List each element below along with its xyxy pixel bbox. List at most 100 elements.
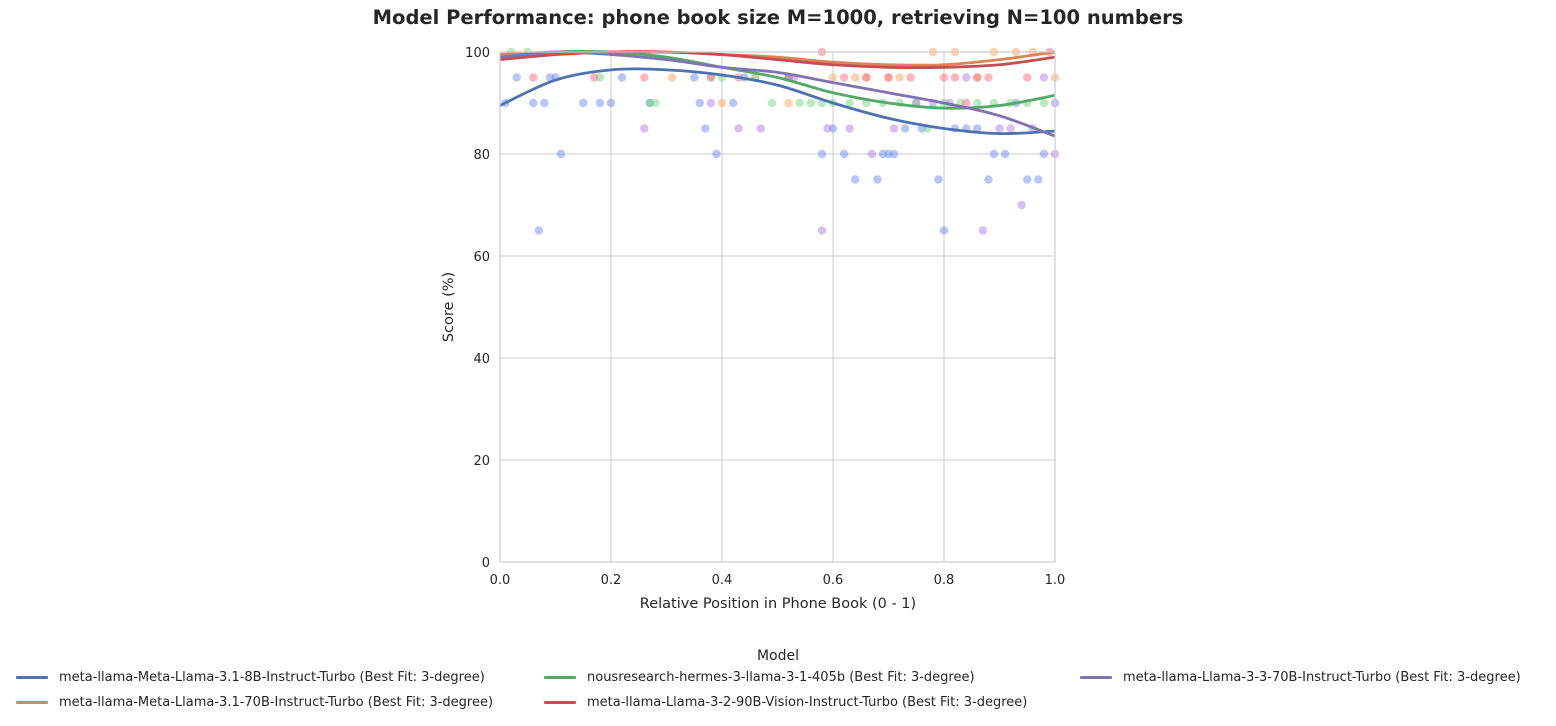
data-point [851, 73, 860, 82]
data-point [817, 226, 827, 235]
data-point [529, 73, 538, 82]
data-point [828, 73, 838, 82]
tick-labels: 0.0 0.2 0.4 0.6 0.8 1.0 0 20 40 60 80 100 [465, 46, 1065, 588]
data-point [939, 226, 949, 235]
data-point [1023, 175, 1032, 184]
data-point [1039, 73, 1049, 82]
fit-lines [500, 50, 1055, 138]
plot-frame [499, 51, 1056, 563]
data-point [1039, 149, 1049, 159]
data-point [667, 73, 677, 82]
data-point [756, 124, 766, 133]
data-point [845, 98, 854, 108]
data-point [695, 98, 704, 108]
legend-label: meta-llama-Llama-3-3-70B-Instruct-Turbo … [1123, 670, 1521, 685]
data-point [728, 98, 738, 108]
data-point [712, 149, 721, 159]
data-point [590, 73, 599, 82]
y-tick-label: 60 [473, 250, 490, 265]
data-point [512, 73, 521, 82]
data-point [640, 124, 649, 133]
data-point [939, 73, 949, 82]
y-tick-label: 0 [482, 556, 490, 571]
data-point [973, 124, 982, 133]
data-point [950, 73, 960, 82]
data-point [873, 175, 882, 184]
data-point [839, 73, 849, 82]
fit-line-1 [500, 67, 1055, 136]
x-tick-label: 0.2 [601, 573, 622, 588]
data-point [817, 149, 827, 159]
data-point [867, 149, 877, 159]
legend-label: meta-llama-Meta-Llama-3.1-8B-Instruct-Tu… [59, 670, 485, 685]
data-point [906, 73, 915, 82]
chart-title: Model Performance: phone book size M=100… [372, 6, 1184, 29]
data-point [1017, 200, 1026, 210]
data-point [984, 175, 993, 184]
data-point [651, 98, 660, 108]
y-tick-label: 100 [465, 46, 490, 61]
data-point [934, 175, 943, 184]
data-point [534, 226, 544, 235]
legend-swatch [544, 676, 576, 679]
data-point [962, 98, 971, 108]
legend: Model meta-llama-Meta-Llama-3.1-8B-Instr… [0, 648, 1556, 726]
data-point [984, 73, 993, 82]
x-axis-label: Relative Position in Phone Book (0 - 1) [640, 596, 916, 612]
x-tick-label: 0.8 [934, 573, 955, 588]
data-point [690, 73, 699, 82]
data-point [640, 73, 649, 82]
legend-label: meta-llama-Meta-Llama-3.1-70B-Instruct-T… [59, 695, 494, 710]
data-point [717, 98, 727, 108]
legend-item: meta-llama-Llama-3-3-70B-Instruct-Turbo … [1080, 670, 1521, 685]
data-point [845, 124, 854, 133]
data-point [978, 226, 988, 235]
data-point [962, 73, 971, 82]
data-point [989, 149, 999, 159]
data-point [973, 98, 982, 108]
data-point [1023, 73, 1032, 82]
data-point [784, 98, 793, 108]
data-point [706, 73, 716, 82]
data-point [884, 73, 893, 82]
data-point [540, 98, 549, 108]
data-point [973, 73, 982, 82]
legend-swatch [1080, 676, 1112, 679]
x-tick-label: 1.0 [1045, 573, 1066, 588]
data-point [823, 124, 832, 133]
legend-label: meta-llama-Llama-3-2-90B-Vision-Instruct… [587, 695, 1028, 710]
x-tick-label: 0.4 [712, 573, 733, 588]
x-tick-label: 0.0 [490, 573, 511, 588]
legend-item: meta-llama-Meta-Llama-3.1-70B-Instruct-T… [16, 695, 493, 710]
grid [499, 51, 1056, 563]
data-point [617, 73, 627, 82]
legend-item: nousresearch-hermes-3-llama-3-1-405b (Be… [544, 670, 975, 685]
data-point [701, 124, 710, 133]
legend-swatch [544, 701, 576, 704]
data-point [900, 124, 910, 133]
data-point [895, 73, 904, 82]
legend-swatch [16, 676, 48, 679]
data-point [889, 149, 899, 159]
data-point [1034, 175, 1043, 184]
data-point [606, 98, 616, 108]
scatter-plot: 0.0 0.2 0.4 0.6 0.8 1.0 0 20 40 60 80 100 Relative … [441, 46, 1065, 612]
data-point [795, 98, 804, 108]
data-point [734, 124, 743, 133]
data-point [851, 175, 860, 184]
data-point [529, 98, 538, 108]
legend-item: meta-llama-Meta-Llama-3.1-8B-Instruct-Tu… [16, 670, 485, 685]
data-point [1039, 98, 1049, 108]
data-point [1006, 124, 1015, 133]
scatter-points [501, 47, 1060, 235]
data-point [839, 149, 849, 159]
data-point [862, 73, 871, 82]
data-point [767, 98, 777, 108]
fit-line-5 [500, 50, 1055, 138]
legend-item: meta-llama-Llama-3-2-90B-Vision-Instruct… [544, 695, 1027, 710]
data-point [806, 98, 815, 108]
data-point [889, 124, 899, 133]
axes-frame [499, 51, 1056, 563]
x-tick-label: 0.6 [823, 573, 844, 588]
legend-title: Model [756, 648, 800, 664]
